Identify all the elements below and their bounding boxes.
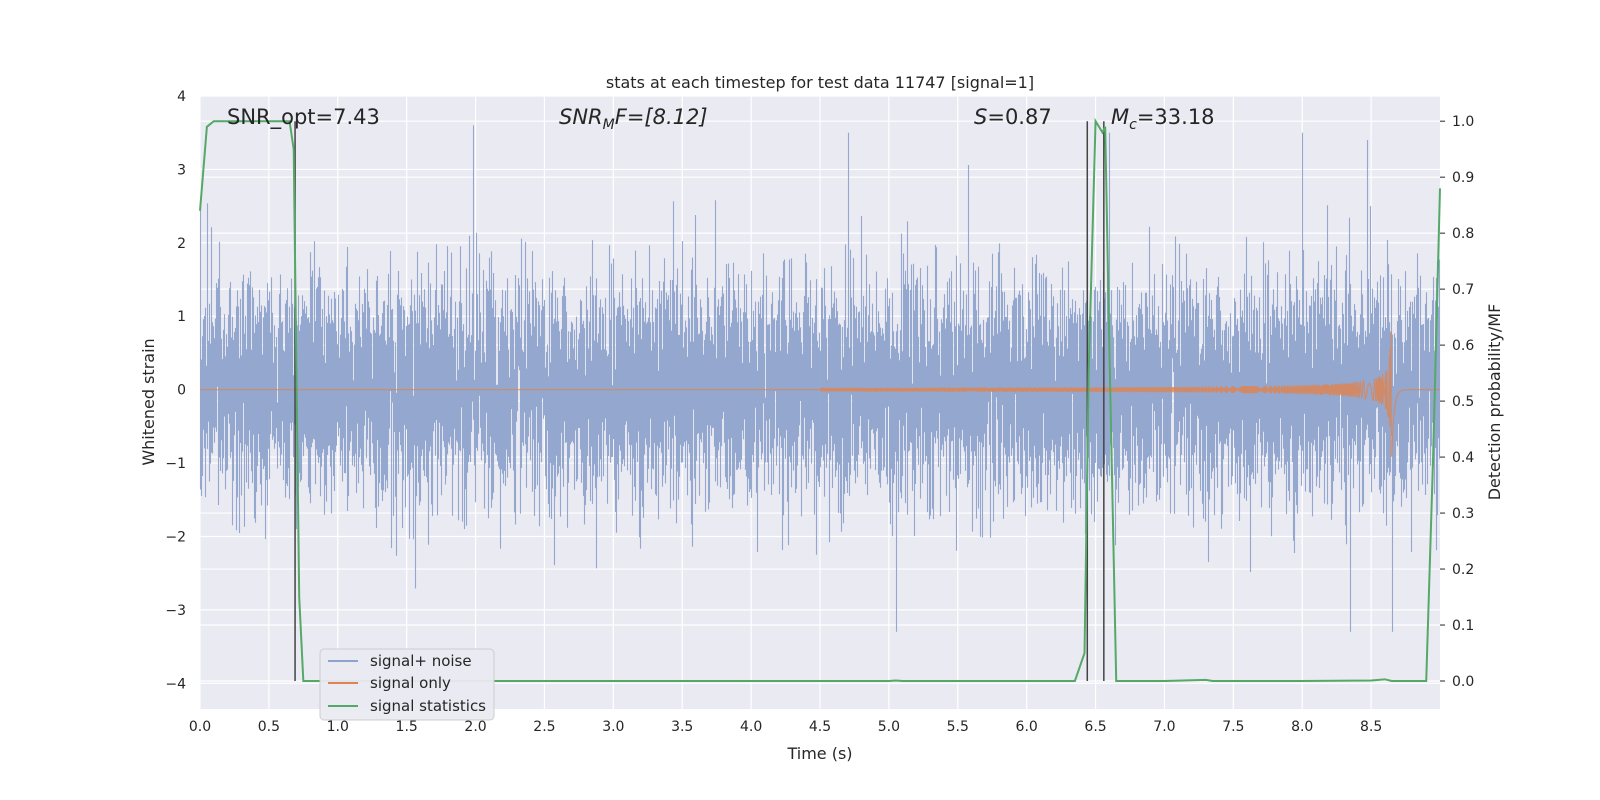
- signal-only-line: [200, 331, 1440, 457]
- annotation-mc-base: M: [1111, 105, 1129, 129]
- x-tick-label: 4.0: [740, 719, 762, 735]
- y-tick-label: −4: [165, 676, 186, 692]
- y2-tick-label: 0.0: [1452, 674, 1474, 690]
- tick-labels: 0.0 0.5 1.0 1.5 2.0 2.5 3.0 3.5 4.0 4.5 5.0 5.5 6.0 6…: [165, 89, 1474, 735]
- y-tick-label: −1: [165, 456, 186, 472]
- y-tick-label: 2: [177, 236, 186, 252]
- y2-tick-label: 0.7: [1452, 282, 1474, 298]
- y-tick-label: 3: [177, 162, 186, 178]
- y2-tick-label: 1.0: [1452, 114, 1474, 130]
- annotation-mc-value: =33.18: [1137, 105, 1215, 129]
- annotation-snr-opt: SNR_opt=7.43: [227, 105, 380, 130]
- y-axis-title: Whitened strain: [139, 338, 158, 465]
- y2-tick-label: 0.8: [1452, 226, 1474, 242]
- y-tick-label: −2: [165, 529, 186, 545]
- x-tick-label: 5.0: [878, 719, 900, 735]
- legend-label-signal-only: signal only: [370, 674, 451, 692]
- x-tick-label: 2.5: [533, 719, 555, 735]
- annotation-mc: Mc=33.18: [1111, 105, 1215, 133]
- y2-tick-label: 0.9: [1452, 170, 1474, 186]
- annotation-snr-mf-base: SNR: [559, 105, 603, 129]
- legend-label-signal-statistics: signal statistics: [370, 697, 486, 715]
- x-tick-label: 6.5: [1084, 719, 1106, 735]
- x-tick-label: 3.0: [602, 719, 624, 735]
- legend-box: [319, 648, 495, 721]
- annotation-s-name: S: [974, 105, 987, 129]
- y-tick-label: −3: [165, 603, 186, 619]
- y2-axis-title: Detection probability/MF: [1485, 304, 1504, 501]
- chart-title: stats at each timestep for test data 117…: [606, 73, 1034, 92]
- legend-label-signal-noise: signal+ noise: [370, 652, 472, 670]
- y2-tick-label: 0.4: [1452, 450, 1474, 466]
- x-tick-label: 6.0: [1016, 719, 1038, 735]
- y2-tick-label: 0.1: [1452, 618, 1474, 634]
- annotation-s-value: =0.87: [987, 105, 1051, 129]
- y-tick-label: 4: [177, 89, 186, 105]
- x-tick-label: 1.5: [396, 719, 418, 735]
- x-tick-label: 7.5: [1222, 719, 1244, 735]
- x-tick-label: 3.5: [671, 719, 693, 735]
- signal-plus-noise-line: [199, 125, 1441, 632]
- annotation-mc-sub: c: [1129, 117, 1137, 133]
- y2-tick-label: 0.6: [1452, 338, 1474, 354]
- signal-only-series: [200, 331, 1440, 457]
- signal-statistics-line: [199, 117, 1441, 683]
- x-tick-label: 4.5: [809, 719, 831, 735]
- x-axis-title: Time (s): [786, 744, 852, 763]
- x-tick-label: 5.5: [947, 719, 969, 735]
- y2-tick-label: 0.2: [1452, 562, 1474, 578]
- x-tick-label: 0.5: [258, 719, 280, 735]
- x-tick-label: 8.0: [1291, 719, 1313, 735]
- y2-tick-label: 0.5: [1452, 394, 1474, 410]
- annotation-snr-mf-rest: F=[8.12]: [615, 105, 708, 129]
- y-tick-label: 0: [177, 383, 186, 399]
- signal-statistics-series: [199, 117, 1441, 683]
- annotation-snr-mf-sub: M: [603, 117, 615, 133]
- signal-plus-noise-series: [199, 125, 1441, 632]
- legend: signal+ noise signal only signal statist…: [319, 648, 495, 721]
- annotation-s: S=0.87: [974, 105, 1052, 129]
- x-tick-label: 8.5: [1360, 719, 1382, 735]
- y-tick-label: 1: [177, 309, 186, 325]
- x-tick-label: 1.0: [327, 719, 349, 735]
- y2-tick-label: 0.3: [1452, 506, 1474, 522]
- annotation-snr-mf: SNRMF=[8.12]: [559, 105, 708, 133]
- x-tick-label: 0.0: [189, 719, 211, 735]
- x-tick-label: 2.0: [464, 719, 486, 735]
- x-tick-label: 7.0: [1153, 719, 1175, 735]
